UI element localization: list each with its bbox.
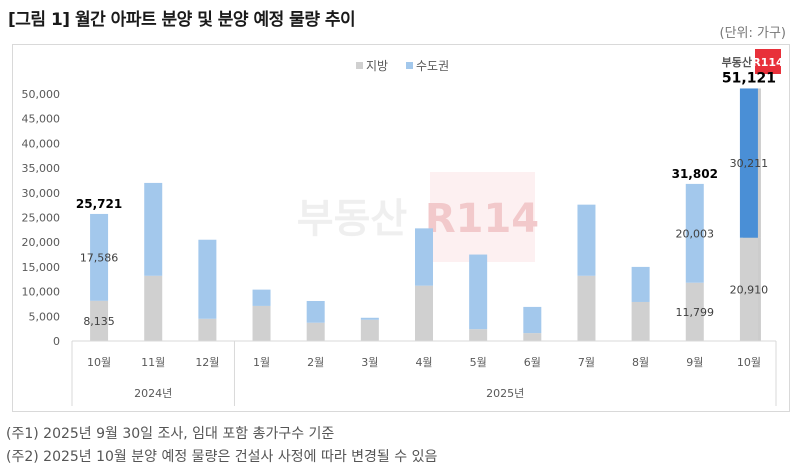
legend-label: 지방 <box>366 59 388 73</box>
data-label-수도권: 20,003 <box>676 227 715 240</box>
note-2: (주2) 2025년 10월 분양 예정 물량은 건설사 사정에 따라 변경될 … <box>6 449 438 465</box>
data-label-지방: 8,135 <box>83 315 115 328</box>
bar-지방 <box>252 305 271 341</box>
bar-지방 <box>739 237 758 341</box>
bar-지방 <box>469 329 488 341</box>
bar-수도권 <box>360 317 379 320</box>
unit-label: (단위: 가구) <box>719 26 787 41</box>
note-1: (주1) 2025년 9월 30일 조사, 임대 포함 총가구수 기준 <box>6 426 335 442</box>
x-tick-label: 11월 <box>141 356 165 369</box>
bar-수도권 <box>306 300 325 323</box>
y-tick-label: 45,000 <box>22 113 61 126</box>
data-label-지방: 20,910 <box>730 283 769 296</box>
bar-지방 <box>685 282 704 341</box>
bar-지방 <box>523 333 542 341</box>
data-label-total: 25,721 <box>76 197 122 211</box>
x-tick-label: 10월 <box>737 356 761 369</box>
bar-지방 <box>631 301 650 341</box>
x-tick-label: 4월 <box>415 356 432 369</box>
logo-badge <box>755 49 781 74</box>
data-label-total: 31,802 <box>672 167 718 181</box>
bar-수도권 <box>739 88 758 238</box>
x-tick-label: 12월 <box>195 356 219 369</box>
bar-수도권 <box>252 289 271 306</box>
x-tick-label: 9월 <box>686 356 703 369</box>
y-tick-label: 40,000 <box>22 137 61 150</box>
x-tick-label: 7월 <box>578 356 595 369</box>
bar-수도권 <box>469 254 488 330</box>
data-label-수도권: 17,586 <box>80 251 119 264</box>
y-tick-label: 30,000 <box>22 187 61 200</box>
data-label-수도권: 30,211 <box>730 157 769 170</box>
bar-지방 <box>360 319 379 341</box>
data-label-지방: 11,799 <box>676 306 715 319</box>
legend-label: 수도권 <box>416 59 449 73</box>
y-tick-label: 35,000 <box>22 162 61 175</box>
bar-지방 <box>144 275 163 341</box>
bar-수도권 <box>631 266 650 302</box>
bar-지방 <box>577 275 596 341</box>
x-tick-label: 2월 <box>307 356 324 369</box>
bar-수도권 <box>198 239 217 319</box>
x-tick-label: 1월 <box>253 356 270 369</box>
figure-title: [그림 1] 월간 아파트 분양 및 분양 예정 물량 추이 <box>8 10 356 30</box>
watermark-r114: R114 <box>425 196 539 242</box>
x-tick-label: 8월 <box>632 356 649 369</box>
bar-수도권 <box>90 213 109 301</box>
y-tick-label: 5,000 <box>29 310 61 323</box>
watermark-logo <box>430 172 535 262</box>
bar-수도권 <box>144 182 163 276</box>
bar-수도권 <box>415 228 433 286</box>
y-tick-label: 20,000 <box>22 236 61 249</box>
watermark-text: 부동산 <box>297 196 408 242</box>
legend-swatch <box>356 62 363 69</box>
bar-수도권 <box>577 204 596 276</box>
bar-수도권 <box>685 183 704 283</box>
data-label-total: 51,121 <box>722 70 776 86</box>
bar-지방 <box>90 300 109 341</box>
x-tick-label: 5월 <box>470 356 487 369</box>
x-tick-label: 6월 <box>524 356 541 369</box>
y-tick-label: 25,000 <box>22 212 61 225</box>
year-label: 2025년 <box>486 387 524 400</box>
legend-swatch <box>406 62 413 69</box>
chart-frame <box>12 44 790 412</box>
bar-지방 <box>306 322 325 341</box>
logo-text: 부동산 <box>722 55 752 69</box>
bar-지방 <box>415 285 433 341</box>
y-tick-label: 0 <box>53 335 60 348</box>
bar-수도권 <box>523 306 542 334</box>
y-tick-label: 50,000 <box>22 88 61 101</box>
x-tick-label: 3월 <box>361 356 378 369</box>
logo-r114: R114 <box>752 56 784 69</box>
year-label: 2024년 <box>134 387 172 400</box>
x-tick-label: 10월 <box>87 356 111 369</box>
y-tick-label: 10,000 <box>22 286 61 299</box>
y-tick-label: 15,000 <box>22 261 61 274</box>
bar-지방 <box>198 318 217 341</box>
